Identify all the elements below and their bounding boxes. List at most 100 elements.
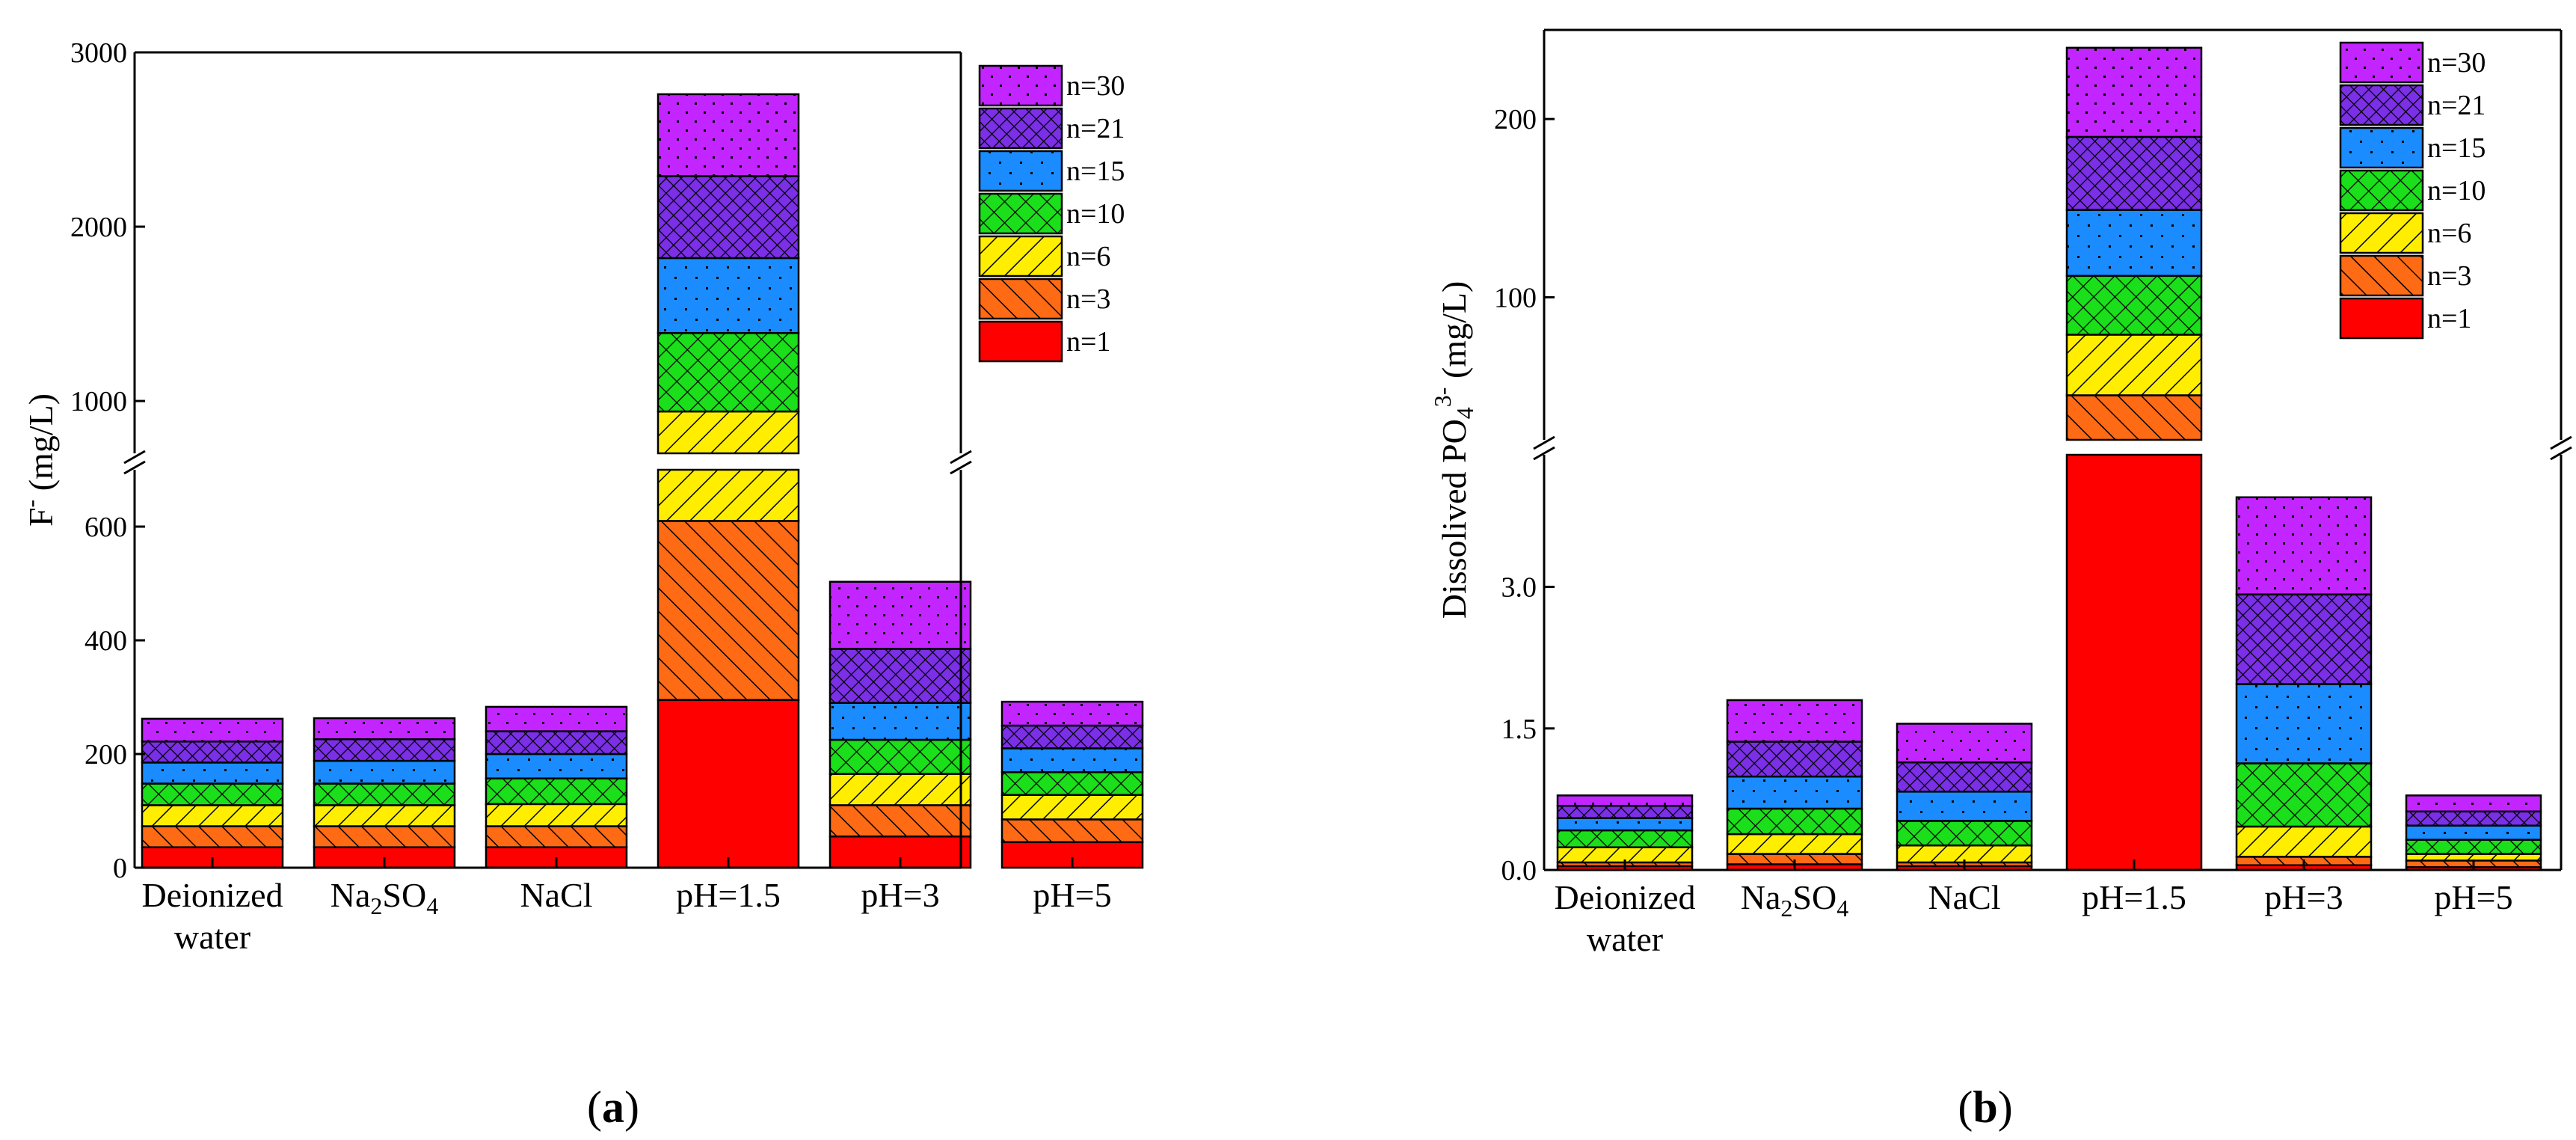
x-tick-label-ph-1-5: pH=1.5 — [676, 876, 781, 914]
legend-swatch-n-30 — [2339, 41, 2424, 84]
panel-label-a: (a) — [587, 1082, 639, 1132]
bar-deionized-water-n-30 — [1556, 794, 1694, 807]
bar-nacl-n-6 — [485, 803, 628, 827]
bar-ph-5-n-21 — [1000, 724, 1144, 750]
legend: n=30 n=21 n=15 n=10 n=6 n=3 n=1 — [2339, 41, 2486, 340]
legend-label-n-6: n=6 — [2427, 218, 2471, 249]
y-tick-label: 1.5 — [1501, 714, 1537, 745]
bar-nacl-n-3 — [485, 825, 628, 848]
panel-label-a-paren-open: ( — [587, 1082, 602, 1132]
y-tick-label: 0 — [113, 853, 127, 884]
panel-label-a-paren-close: ) — [624, 1082, 639, 1132]
bar-ph-3-n-30 — [829, 580, 972, 650]
bar-ph-1-5-n-10 — [2065, 275, 2203, 336]
bar-stack-deionized-water — [141, 717, 284, 869]
bar-ph-5-n-30 — [2405, 794, 2542, 813]
x-tick-label-na2so4: Na2SO4 — [1741, 878, 1848, 922]
bar-stack-nacl — [485, 705, 628, 869]
axes — [1533, 28, 2572, 871]
bar-ph-1-5-n-30 — [2065, 46, 2203, 138]
bar-ph-3-n-6 — [2235, 825, 2373, 858]
bar-deionized-water-n-30 — [141, 717, 284, 743]
y-tick-label: 3000 — [70, 37, 127, 69]
bar-na2so4-n-30 — [313, 717, 456, 741]
y-axis-title: F- (mg/L) — [17, 393, 60, 527]
bar-nacl-n-30 — [485, 705, 628, 732]
legend-swatch-n-10 — [978, 192, 1063, 235]
bar-ph-3-n-21 — [2235, 593, 2373, 685]
panel-label-b-paren-close: ) — [1998, 1082, 2013, 1132]
axes — [123, 51, 972, 869]
bar-ph-5-n-30 — [1000, 700, 1144, 727]
x-tick-label-ph-3: pH=3 — [2264, 878, 2343, 916]
bar-ph-1-5-n-21 — [2065, 135, 2203, 211]
x-tick-label-ph-5: pH=5 — [2434, 878, 2512, 916]
bar-ph-1-5-n-15 — [657, 257, 800, 334]
legend-swatch-n-10 — [2339, 169, 2424, 212]
bar-ph-1-5-n-1 — [2065, 453, 2203, 871]
bar-ph-1-5-n-6 — [657, 410, 800, 455]
bar-nacl-n-30 — [1896, 723, 2033, 764]
bar-nacl-n-21 — [1896, 761, 2033, 793]
bar-na2so4-n-10 — [313, 782, 456, 806]
bar-nacl-n-15 — [485, 753, 628, 779]
axis-break-mark-right — [950, 450, 972, 475]
bar-deionized-water-n-15 — [141, 761, 284, 785]
bar-ph-3-n-10 — [829, 738, 972, 775]
bar-ph-5-n-21 — [2405, 810, 2542, 827]
bar-na2so4-n-21 — [1726, 741, 1863, 778]
bar-ph-1-5-n-30 — [657, 93, 800, 177]
legend-swatch-n-15 — [978, 150, 1063, 192]
bar-na2so4-n-3 — [313, 825, 456, 848]
panel-label-b: (b) — [1958, 1082, 2012, 1132]
x-tick-label-deionized-water: Deionized — [141, 876, 283, 914]
bar-deionized-water-n-21 — [1556, 804, 1694, 819]
bar-stack-na2so4 — [1726, 699, 1863, 871]
bar-ph-1-5-n-21 — [657, 175, 800, 260]
bar-ph-1-5-n-1 — [657, 699, 800, 869]
bar-ph-5-n-15 — [1000, 747, 1144, 773]
y-tick-label: 200 — [1494, 104, 1537, 135]
legend-swatch-n-3 — [2339, 254, 2424, 297]
legend-label-n-15: n=15 — [2427, 132, 2486, 164]
legend-label-n-1: n=1 — [1066, 326, 1110, 358]
legend-swatch-n-1 — [2339, 297, 2424, 340]
bar-na2so4-n-6 — [313, 804, 456, 827]
x-tick-label-nacl: NaCl — [520, 876, 592, 914]
bar-deionized-water-n-10 — [141, 782, 284, 806]
legend-swatch-n-6 — [978, 235, 1063, 278]
bar-stack-ph-1-5 — [657, 93, 800, 869]
panel-label-b-letter: b — [1973, 1082, 1997, 1132]
bar-stack-nacl — [1896, 723, 2033, 871]
x-tick-label-ph-5: pH=5 — [1033, 876, 1111, 914]
y-ticks: 0 200 400 600 1000 2000 3000 — [70, 37, 145, 884]
y-tick-label: 1000 — [70, 386, 127, 417]
y-tick-label: 100 — [1494, 282, 1537, 313]
legend-swatch-n-21 — [978, 107, 1063, 150]
legend-label-n-10: n=10 — [1066, 198, 1125, 230]
bar-ph-3-n-10 — [2235, 762, 2373, 828]
axis-break-mark-left — [1533, 435, 1555, 461]
bar-ph-3-n-3 — [829, 804, 972, 838]
bar-deionized-water-n-15 — [1556, 817, 1694, 832]
y-tick-label: 0.0 — [1501, 855, 1537, 886]
y-tick-label: 400 — [84, 625, 127, 657]
chart-panel-a: 0 200 400 600 1000 2000 3000 Deionized water Na2S… — [17, 37, 1144, 956]
x-category-labels: Deionized water Na2SO4 NaCl pH=1.5 pH=3 pH=5 — [1554, 859, 2513, 958]
bar-ph-5-n-3 — [1000, 818, 1144, 844]
bar-deionized-water-n-3 — [141, 825, 284, 848]
bar-nacl-n-15 — [1896, 791, 2033, 822]
bar-ph-1-5-n-15 — [2065, 209, 2203, 278]
y-ticks: 0.0 1.5 3.0 100 200 — [1494, 104, 1555, 886]
bars — [141, 93, 1144, 869]
bar-na2so4-n-10 — [1726, 807, 1863, 836]
bar-ph-3-n-21 — [829, 648, 972, 704]
x-tick-label-deionized-water: Deionized — [1554, 878, 1695, 916]
axis-break-mark-left — [123, 450, 146, 475]
legend-swatch-n-15 — [2339, 126, 2424, 169]
x-tick-label-na2so4: Na2SO4 — [331, 876, 438, 919]
bar-deionized-water-n-21 — [141, 741, 284, 764]
y-axis-title: Dissolived PO43- (mg/L) — [1429, 281, 1478, 619]
x-tick-label-ph-1-5: pH=1.5 — [2082, 878, 2186, 916]
